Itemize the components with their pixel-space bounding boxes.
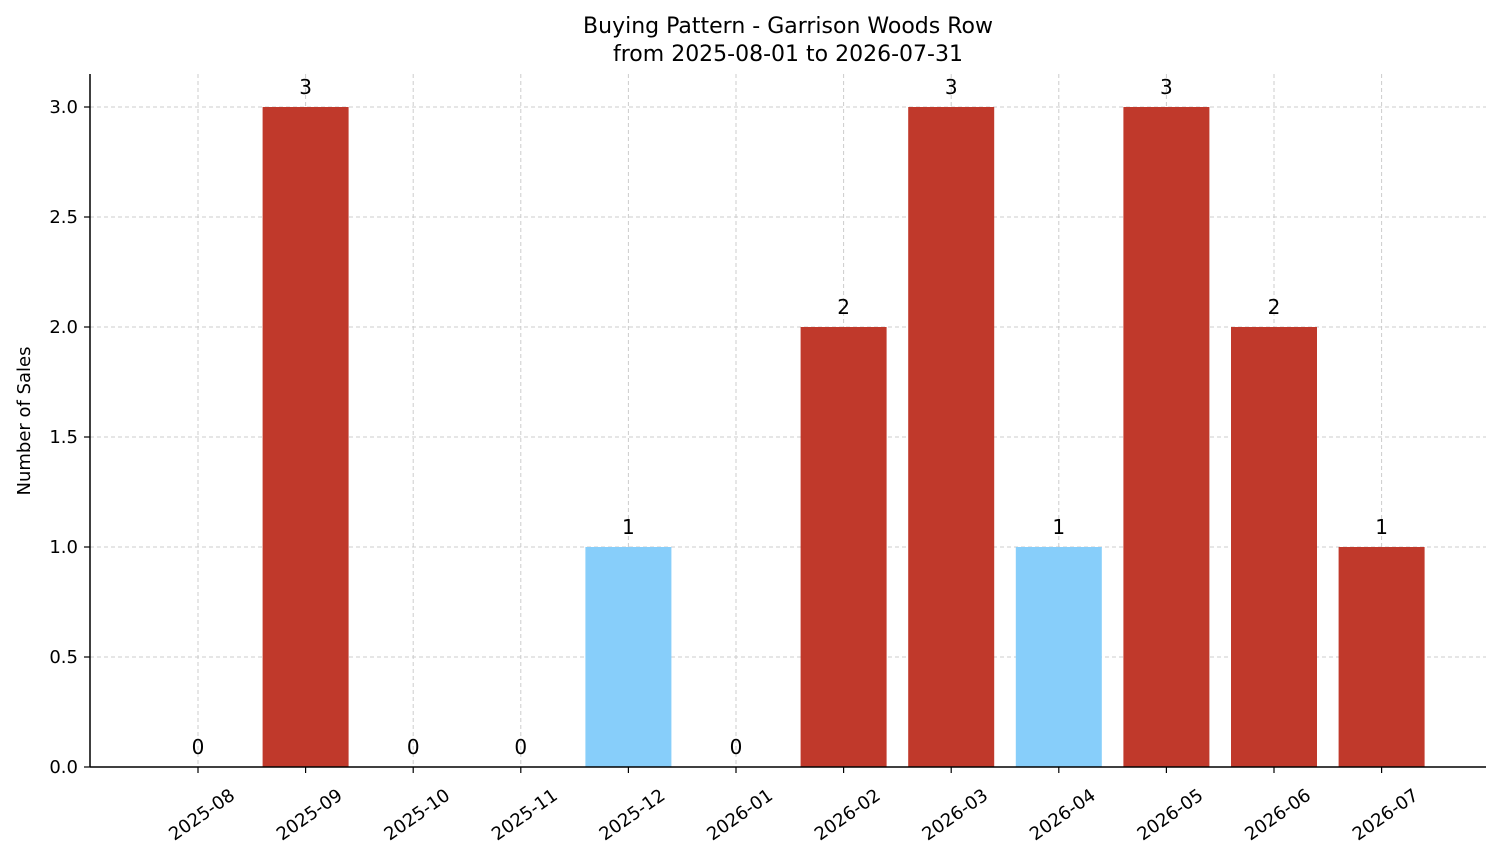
y-tick-label: 2.0 [49, 317, 78, 338]
data-label: 3 [1160, 75, 1173, 99]
data-label: 3 [945, 75, 958, 99]
x-tick-label: 2025-11 [488, 785, 562, 845]
chart-title: Buying Pattern - Garrison Woods Row [583, 14, 993, 39]
bar-2026-07 [1338, 547, 1425, 767]
bar-2026-02 [800, 327, 887, 767]
data-label: 3 [299, 75, 312, 99]
bar-2025-09 [262, 107, 349, 767]
x-tick-label: 2026-07 [1349, 785, 1423, 845]
bar-2026-03 [908, 107, 995, 767]
y-tick-label: 2.5 [49, 207, 78, 228]
data-label: 1 [622, 515, 635, 539]
y-tick-label: 1.5 [49, 427, 78, 448]
y-tick-label: 3.0 [49, 97, 78, 118]
x-tick-label: 2026-02 [811, 785, 885, 845]
data-label: 0 [730, 735, 743, 759]
x-tick-label: 2025-09 [273, 785, 347, 845]
bar-2026-06 [1231, 327, 1317, 767]
x-tick-label: 2026-05 [1134, 785, 1208, 845]
bar-2026-04 [1015, 547, 1102, 767]
data-label: 1 [1052, 515, 1065, 539]
y-tick-label: 0.0 [49, 757, 78, 778]
x-tick-label: 2026-03 [918, 785, 992, 845]
data-label: 0 [407, 735, 420, 759]
x-tick-label: 2025-12 [596, 785, 670, 845]
data-label: 0 [192, 735, 205, 759]
bar-2025-12 [585, 547, 672, 767]
x-tick-label: 2026-01 [703, 785, 777, 845]
data-label: 0 [514, 735, 527, 759]
data-label: 1 [1375, 515, 1388, 539]
x-tick-label: 2025-10 [380, 785, 454, 845]
bar-2026-05 [1123, 107, 1210, 767]
x-tick-label: 2026-04 [1026, 785, 1100, 845]
x-tick-label: 2025-08 [165, 785, 239, 845]
y-tick-label: 1.0 [49, 537, 78, 558]
axis-layer [84, 74, 1486, 773]
x-tick-label: 2026-06 [1241, 785, 1315, 845]
data-label: 2 [837, 295, 850, 319]
bar-layer [262, 107, 1425, 767]
y-tick-label: 0.5 [49, 647, 78, 668]
y-axis-label: Number of Sales [14, 346, 35, 495]
chart-subtitle: from 2025-08-01 to 2026-07-31 [613, 42, 963, 67]
data-label: 2 [1268, 295, 1281, 319]
